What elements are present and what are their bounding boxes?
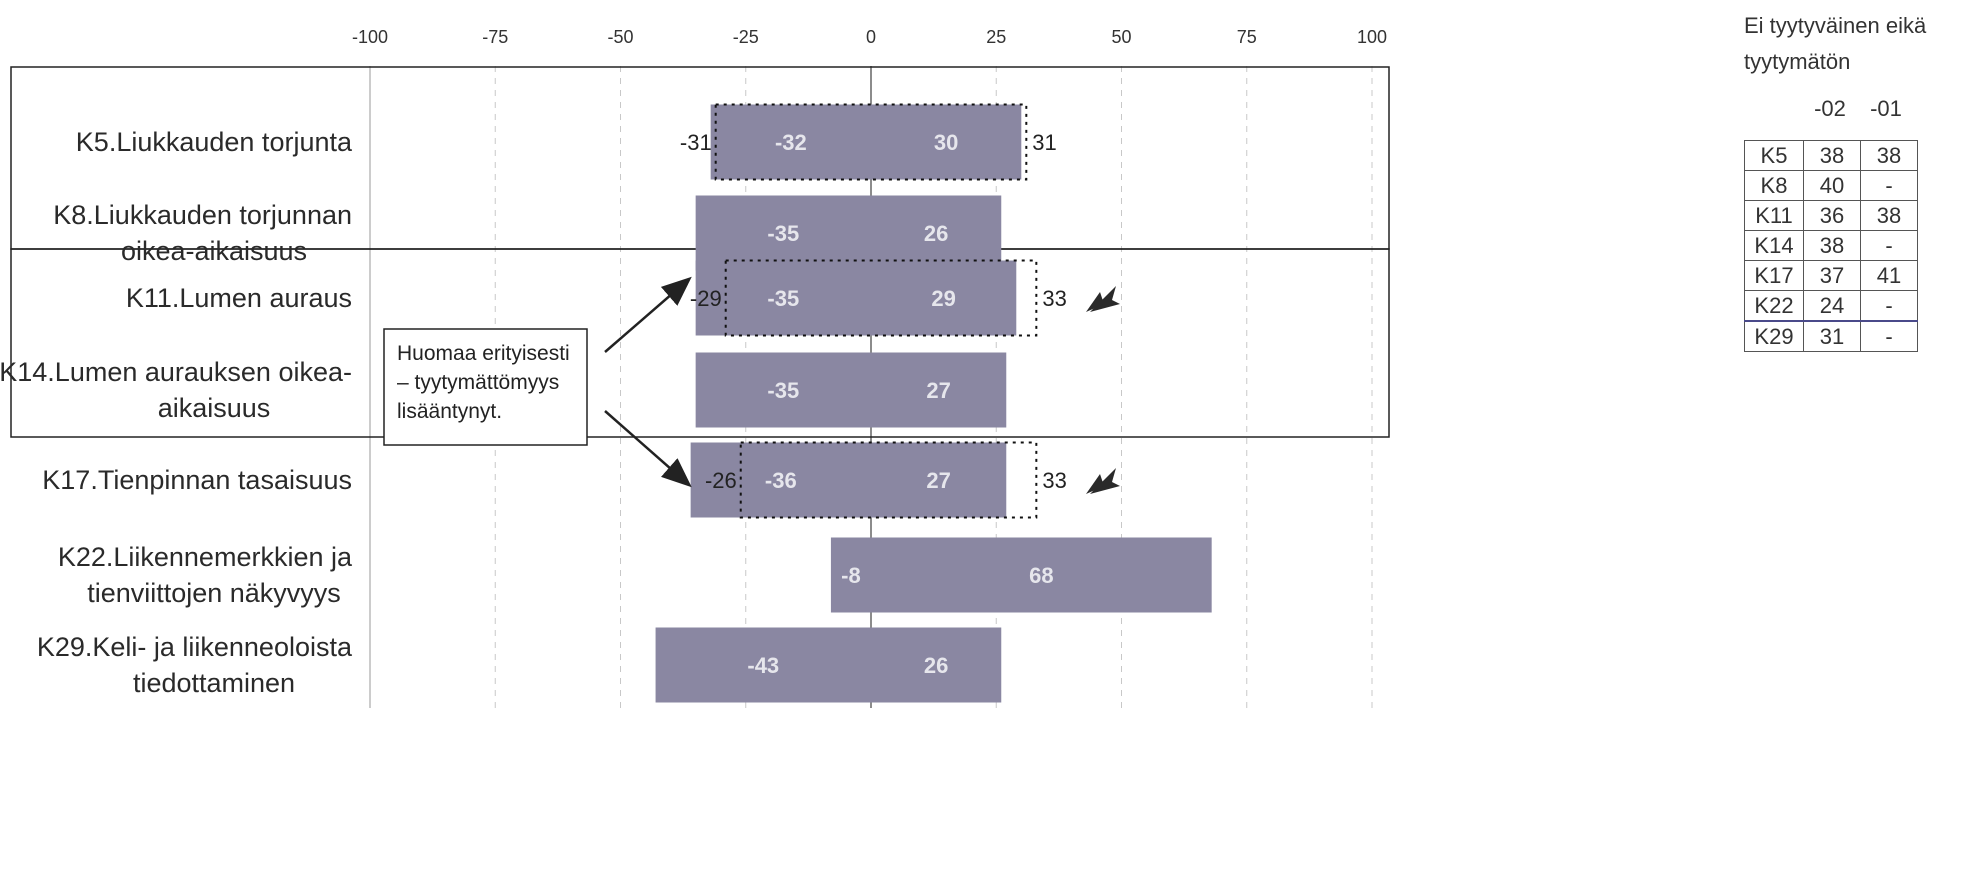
bar-negative <box>830 537 871 613</box>
side-table-header: Ei tyytyväinen eikä tyytymätön <box>1744 8 1926 80</box>
previous-label-positive: 33 <box>1042 468 1066 493</box>
previous-label-negative: -26 <box>705 468 737 493</box>
previous-label-negative: -31 <box>680 130 712 155</box>
category-label: K8.Liukkauden torjunnan <box>53 200 352 230</box>
previous-label-positive: 31 <box>1032 130 1056 155</box>
bar-positive <box>871 352 1007 428</box>
category-label: aikaisuus <box>158 393 271 423</box>
bar-negative <box>655 627 871 703</box>
x-tick-label: -25 <box>733 27 759 47</box>
side-table-key: K22 <box>1744 290 1804 322</box>
note-arrow <box>604 410 692 488</box>
category-label: K14.Lumen aurauksen oikea- <box>0 357 352 387</box>
bar-label-negative: -35 <box>767 378 799 403</box>
category-label: K22.Liikennemerkkien ja <box>58 542 353 572</box>
trend-increase-icon <box>1086 474 1104 494</box>
side-table-row: K14 38- <box>1744 230 1918 261</box>
side-table-value: 24 <box>1803 290 1861 322</box>
side-table-value: 36 <box>1803 200 1861 231</box>
side-table-value: 38 <box>1860 200 1918 231</box>
side-table-value: 37 <box>1803 260 1861 291</box>
previous-label-negative: -29 <box>690 286 722 311</box>
side-table-value: - <box>1860 290 1918 322</box>
x-tick-label: 50 <box>1111 27 1131 47</box>
bar-label-negative: -35 <box>767 286 799 311</box>
bar-label-negative: -43 <box>747 653 779 678</box>
bar-positive <box>871 104 1022 180</box>
side-table-value: 40 <box>1803 170 1861 201</box>
bar-label-positive: 30 <box>934 130 958 155</box>
side-table-row: K11 36 38 <box>1744 200 1918 231</box>
bar-label-negative: -35 <box>767 221 799 246</box>
note-arrow <box>604 276 692 353</box>
category-label: K11.Lumen auraus <box>126 283 352 313</box>
bar-label-negative: -8 <box>841 563 861 588</box>
bar-positive <box>871 537 1212 613</box>
side-table-value: 38 <box>1860 140 1918 171</box>
bar-positive <box>871 195 1002 271</box>
category-label: tiedottaminen <box>133 668 295 698</box>
bar-label-positive: 29 <box>931 286 955 311</box>
category-label: K29.Keli- ja liikenneoloista <box>37 632 353 662</box>
x-tick-label: -100 <box>352 27 388 47</box>
bar-label-positive: 27 <box>926 468 950 493</box>
note-text-line: Huomaa erityisesti <box>397 342 570 365</box>
side-table-row: K5 38 38 <box>1744 140 1918 171</box>
side-table-header-line-2: tyytymätön <box>1744 49 1851 74</box>
bar-label-positive: 26 <box>924 221 948 246</box>
bar-label-negative: -32 <box>775 130 807 155</box>
bar-negative <box>695 352 871 428</box>
side-table-key: K14 <box>1744 230 1804 261</box>
side-table-row: K8 40- <box>1744 170 1918 201</box>
side-table-value: 38 <box>1803 230 1861 261</box>
bar-negative <box>695 195 871 271</box>
bar-negative <box>690 442 871 518</box>
bar-label-positive: 68 <box>1029 563 1053 588</box>
side-table-key: K29 <box>1744 320 1804 352</box>
note-text-line: lisääntynyt. <box>397 400 502 423</box>
side-table-key: K17 <box>1744 260 1804 291</box>
side-table-row: K22 24- <box>1744 290 1918 322</box>
category-label: oikea-aikaisuus <box>121 236 307 266</box>
previous-label-positive: 33 <box>1042 286 1066 311</box>
bar-label-negative: -36 <box>765 468 797 493</box>
category-label: K17.Tienpinnan tasaisuus <box>42 465 352 495</box>
side-table-value: - <box>1860 170 1918 201</box>
side-table: K5 38 38 K8 40- K11 36 38 K14 38- K17 37 41 K22 24- K29… <box>1744 140 1918 352</box>
side-table-value: 38 <box>1803 140 1861 171</box>
category-label: K5.Liukkauden torjunta <box>76 127 353 157</box>
side-table-row: K29 31- <box>1744 320 1918 352</box>
x-tick-label: -75 <box>482 27 508 47</box>
x-tick-label: 75 <box>1237 27 1257 47</box>
side-table-value: - <box>1860 320 1918 352</box>
note-box <box>383 328 588 446</box>
x-tick-label: 100 <box>1357 27 1387 47</box>
side-table-row: K17 37 41 <box>1744 260 1918 291</box>
side-table-col-02: -02 <box>1814 96 1846 121</box>
side-table-col-01: -01 <box>1870 96 1902 121</box>
note-text-line: – tyytymättömyys <box>397 371 559 394</box>
x-tick-label: 0 <box>866 27 876 47</box>
side-table-key: K11 <box>1744 200 1804 231</box>
category-label: tienviittojen näkyvyys <box>87 578 341 608</box>
trend-increase-icon <box>1086 292 1104 312</box>
x-tick-label: 25 <box>986 27 1006 47</box>
side-table-key: K8 <box>1744 170 1804 201</box>
side-table-value: - <box>1860 230 1918 261</box>
bar-positive <box>871 627 1002 703</box>
side-table-header-line-1: Ei tyytyväinen eikä <box>1744 13 1927 38</box>
bar-negative <box>710 104 871 180</box>
bar-positive <box>871 260 1017 336</box>
bar-positive <box>871 442 1007 518</box>
bar-label-positive: 26 <box>924 653 948 678</box>
bar-label-positive: 27 <box>926 378 950 403</box>
bar-negative <box>695 260 871 336</box>
side-table-value: 31 <box>1803 320 1861 352</box>
side-table-value: 41 <box>1860 260 1918 291</box>
x-tick-label: -50 <box>607 27 633 47</box>
side-table-key: K5 <box>1744 140 1804 171</box>
